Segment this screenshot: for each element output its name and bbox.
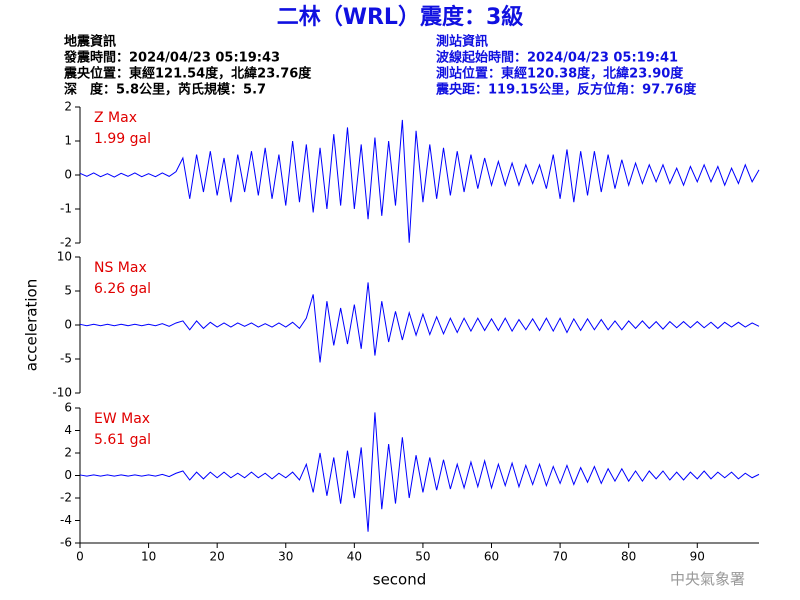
x-tick-label: 0 — [76, 550, 84, 564]
y-tick-label: -2 — [60, 491, 72, 505]
x-tick-label: 50 — [415, 550, 430, 564]
x-tick-label: 30 — [278, 550, 293, 564]
info-line: 震央位置：東經121.54度，北緯23.76度 — [63, 66, 312, 82]
y-tick-label: 5 — [64, 284, 72, 298]
title: 二林（WRL）震度：3級 — [277, 4, 524, 30]
waveform — [79, 119, 760, 243]
footer: 中央氣象署 — [670, 570, 745, 588]
y-tick-label: -2 — [60, 236, 72, 250]
info-line: 發震時間：2024/04/23 05:19:43 — [63, 50, 280, 66]
station-line: 波線起始時間：2024/04/23 05:19:41 — [436, 50, 678, 66]
y-axis-label: acceleration — [23, 279, 41, 371]
x-axis-label: second — [373, 571, 427, 589]
x-tick-label: 70 — [552, 550, 567, 564]
y-tick-label: 10 — [57, 250, 72, 264]
y-tick-label: -4 — [60, 513, 72, 527]
y-tick-label: -1 — [60, 202, 72, 216]
y-tick-label: -6 — [60, 536, 72, 550]
y-tick-label: 0 — [64, 468, 72, 482]
x-tick-label: 10 — [141, 550, 156, 564]
x-tick-label: 80 — [621, 550, 636, 564]
x-tick-label: 60 — [484, 550, 499, 564]
y-tick-label: -5 — [60, 352, 72, 366]
y-tick-label: 4 — [64, 423, 72, 437]
annotation: Z Max — [94, 110, 137, 126]
info-line: 深 度：5.8公里，芮氏規模：5.7 — [64, 82, 266, 98]
annotation: 6.26 gal — [94, 281, 151, 297]
x-tick-label: 20 — [210, 550, 225, 564]
y-tick-label: 2 — [64, 446, 72, 460]
annotation: 5.61 gal — [94, 432, 151, 448]
info-line: 地震資訊 — [64, 34, 116, 50]
y-tick-label: 0 — [64, 168, 72, 182]
y-tick-label: 0 — [64, 318, 72, 332]
x-tick-label: 40 — [347, 550, 362, 564]
y-tick-label: 2 — [64, 100, 72, 114]
annotation: EW Max — [94, 411, 150, 427]
y-tick-label: 1 — [64, 134, 72, 148]
annotation: NS Max — [94, 260, 147, 276]
waveform — [79, 282, 760, 363]
y-tick-label: 6 — [64, 401, 72, 415]
x-tick-label: 90 — [690, 550, 705, 564]
annotation: 1.99 gal — [94, 131, 151, 147]
station-line: 測站位置：東經120.38度，北緯23.90度 — [436, 66, 684, 82]
waveform — [79, 412, 760, 532]
station-line: 震央距：119.15公里，反方位角：97.76度 — [435, 82, 697, 98]
y-tick-label: -10 — [52, 386, 72, 400]
station-line: 測站資訊 — [436, 34, 488, 50]
